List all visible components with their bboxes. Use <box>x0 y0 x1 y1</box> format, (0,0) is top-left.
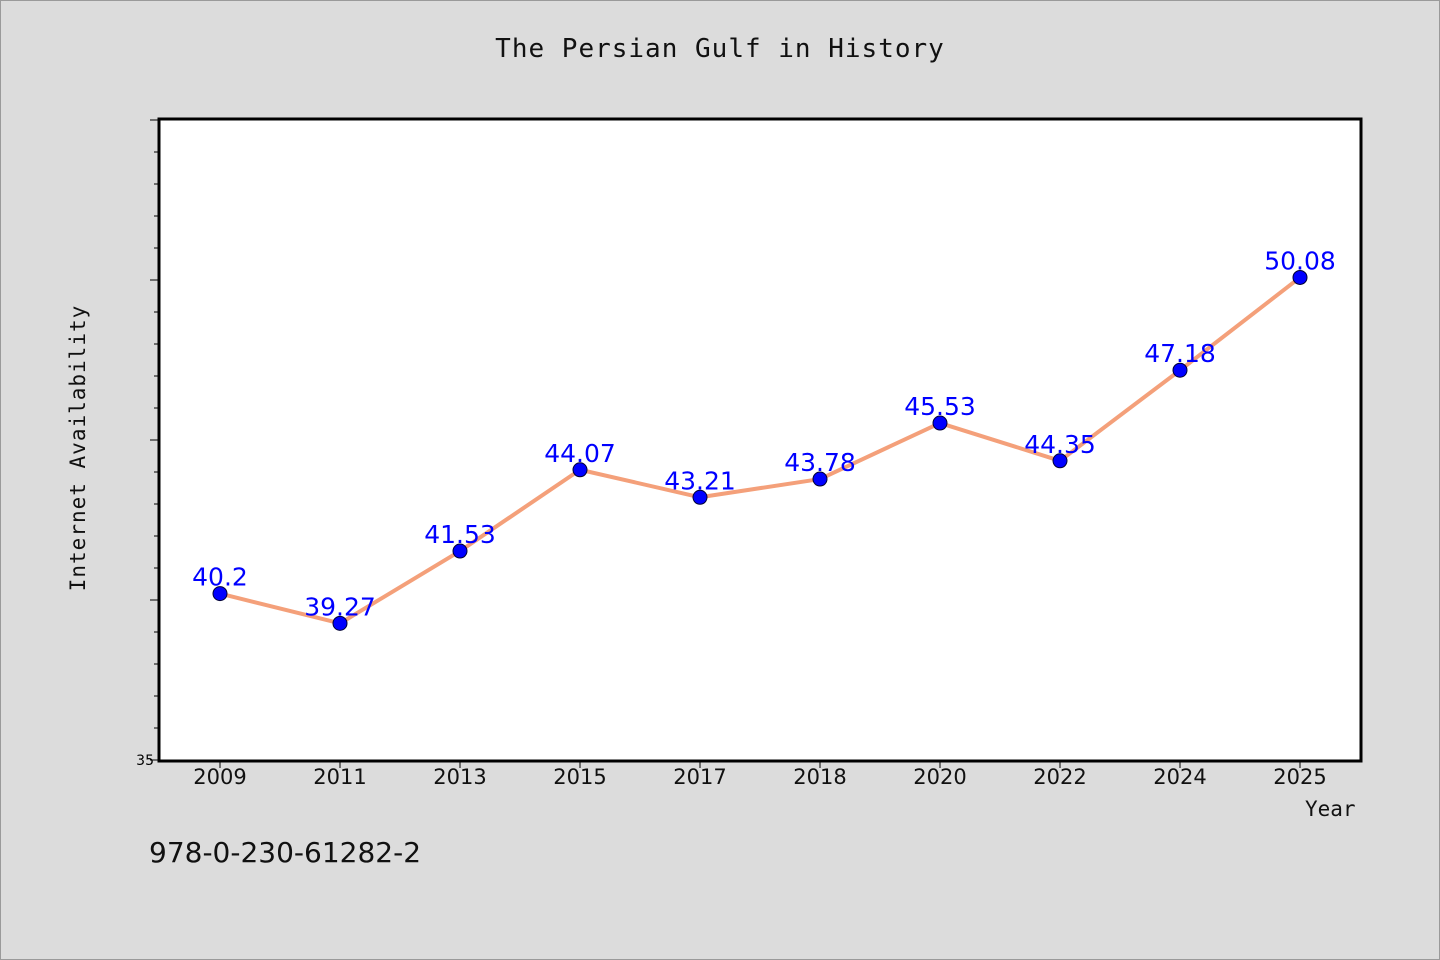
x-tick-label: 2009 <box>193 765 246 789</box>
data-label: 44.07 <box>544 439 616 468</box>
plot-area <box>157 117 1363 763</box>
y-tick-label: 35 <box>136 753 154 769</box>
data-point <box>1292 269 1308 285</box>
data-label: 45.53 <box>904 392 976 421</box>
data-label: 41.53 <box>424 520 496 549</box>
data-point <box>1172 362 1188 378</box>
x-tick-label: 2011 <box>313 765 366 789</box>
data-point <box>692 489 708 505</box>
data-label: 47.18 <box>1144 339 1216 368</box>
data-label: 50.08 <box>1264 246 1336 275</box>
x-tick-label: 2022 <box>1033 765 1086 789</box>
data-point <box>1052 453 1068 469</box>
x-axis-label: Year <box>1305 797 1356 821</box>
x-tick-label: 2024 <box>1153 765 1206 789</box>
y-axis-ticks: 35 <box>136 119 160 769</box>
data-label: 44.35 <box>1024 430 1096 459</box>
x-tick-label: 2018 <box>793 765 846 789</box>
data-point <box>212 586 228 602</box>
x-tick-label: 2017 <box>673 765 726 789</box>
series-line <box>218 275 1302 626</box>
x-axis-ticks: 2009 2011 2013 2015 2017 2018 2020 2022 2024 2025 <box>193 760 1327 789</box>
isbn-text: 978-0-230-61282-2 <box>149 836 422 869</box>
data-point <box>572 462 588 478</box>
x-tick-label: 2020 <box>913 765 966 789</box>
data-point <box>332 615 348 631</box>
data-point <box>452 543 468 559</box>
x-tick-label: 2013 <box>433 765 486 789</box>
data-label: 39.27 <box>304 592 376 621</box>
data-point <box>932 415 948 431</box>
data-label: 40.2 <box>192 563 248 592</box>
x-tick-label: 2015 <box>553 765 606 789</box>
data-label: 43.78 <box>784 448 856 477</box>
series-layer: 40.2 39.27 41.53 44.07 43.21 43.78 45.53 44.35 4… <box>192 246 1336 631</box>
data-label: 43.21 <box>664 466 736 495</box>
chart-title: The Persian Gulf in History <box>495 34 945 64</box>
data-point <box>812 471 828 487</box>
x-tick-label: 2025 <box>1273 765 1326 789</box>
